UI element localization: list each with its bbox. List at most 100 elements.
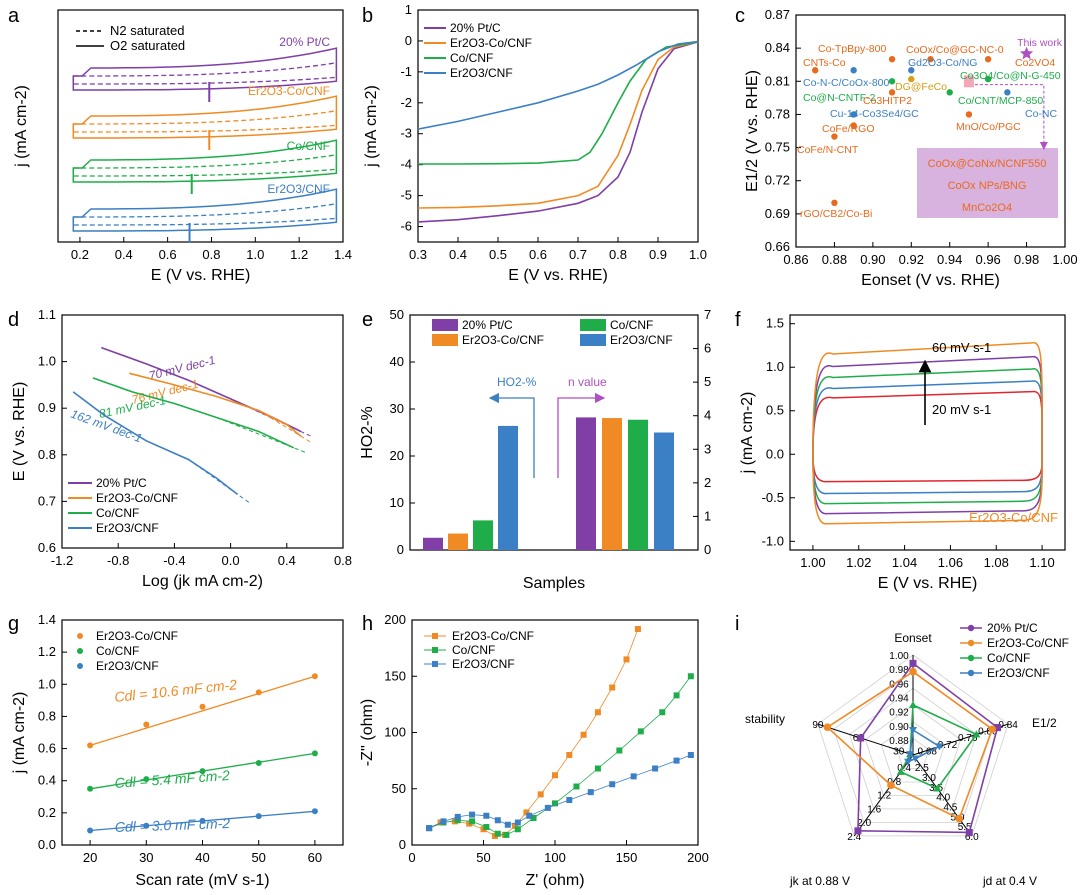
panel-d-y-tick-label: 0.6 (38, 540, 56, 555)
panel-h-y-tick-label: 0 (399, 837, 406, 852)
panel-i-axis-0-tick-0: 0.88 (889, 736, 909, 747)
panel-c-y-tick-label: 0.84 (765, 40, 790, 55)
panel-b-y-tick-label: -6 (400, 219, 412, 234)
panel-e-n-arrow (557, 392, 606, 478)
panel-f-y-tick-label: -0.5 (762, 490, 784, 505)
panel-i-marker-3-0 (909, 727, 917, 734)
panel-d-series-3 (72, 391, 239, 496)
panel-i-axis-2 (912, 754, 973, 837)
panel-h-point-0-16 (634, 626, 641, 632)
panel-e-y-tick-label: 6 (704, 341, 711, 356)
panel-i-axis-2-tick-6: 5.5 (958, 822, 972, 833)
panel-a-cv-curves: 0.2 0.4 0.6 0.8 1.0 1.2 1.4 E (V vs. RHE) j (mA … (13, 9, 352, 284)
panel-c-point-label-1: Co-TpBpy-800 (818, 43, 886, 55)
panel-i-axis-4-tick-2: 90 (812, 720, 824, 731)
panel-c-highlight-arrow (974, 84, 1048, 150)
panel-c-x-tick-label: 1.00 (1052, 252, 1077, 267)
panel-i-legend-label-0: 20% Pt/C (987, 621, 1038, 635)
panel-g-point-0-4 (311, 673, 318, 680)
panel-f-annotation-60: 60 mV s-1 (932, 340, 991, 355)
panel-e-y-tick-label: 4 (704, 408, 711, 423)
panel-e-legend-swatch-1 (432, 334, 458, 346)
panel-i-axis-label-4: stability (745, 712, 785, 726)
panel-i-marker-2-3 (896, 767, 905, 775)
panel-c-point-label-13: Co-NC (1025, 108, 1058, 120)
panel-b-x-tick-label: 1.0 (689, 247, 707, 262)
panel-c-y-tick-label: 0.81 (765, 73, 790, 88)
panel-g-point-0-2 (199, 703, 206, 710)
panel-g-y-tick-label: 1.0 (38, 676, 56, 691)
panel-g-cdl-fit: 20 30 40 50 60 0.0 0.2 0.4 0.6 0.8 1.0 1.2 1.4 Scan r… (11, 612, 344, 889)
panel-f-cv-scan-rates: 1.00 1.02 1.04 1.06 1.08 1.10 -1.0 -0.5 0.0 0.5 1.… (739, 314, 1066, 592)
panel-g-point-1-0 (87, 785, 94, 792)
panel-f-x-tick-label: 1.00 (800, 555, 825, 570)
panel-g-point-2-0 (87, 827, 94, 834)
panel-e-ho2-arrow (488, 392, 535, 478)
panel-h-legend-swatch-0 (432, 633, 438, 639)
panel-h-point-1-2 (454, 817, 461, 824)
panel-h-legend-swatch-1 (432, 647, 438, 653)
panel-i-series-3 (906, 728, 942, 764)
panel-h-point-0-8 (523, 809, 530, 816)
panel-h-y-tick-label: 150 (384, 668, 406, 683)
panel-c-y-tick-label: 0.66 (765, 239, 790, 254)
panel-i-legend-swatch-3 (967, 669, 975, 677)
panel-c-point-label-12: Cu-14-Co3Se4/GC (830, 108, 919, 120)
panel-f-cv-loop-0 (812, 390, 1043, 483)
panel-f-cv-loop-4 (812, 341, 1043, 525)
panel-h-point-0-10 (552, 772, 558, 779)
panel-c-point-8 (984, 75, 992, 83)
panel-c-point-14 (965, 111, 973, 118)
panel-c-point-label-19: CoOx NPs/BNG (948, 180, 1027, 192)
panel-h-point-2-6 (504, 821, 511, 828)
panel-a-legend-solid-label: O2 saturated (110, 38, 185, 53)
panel-i-axis-3-tick-5: 2.4 (847, 832, 861, 843)
panel-f-annotation-20: 20 mV s-1 (932, 402, 991, 417)
panel-d-series-1 (129, 372, 302, 437)
panel-b-x-tick-label: 0.9 (649, 247, 667, 262)
panel-i-legend-swatch-2 (967, 654, 975, 662)
panel-a-series-o2-3 (72, 188, 338, 232)
panel-h-point-0-7 (511, 822, 518, 829)
panel-h-point-2-3 (469, 811, 476, 818)
panel-i-legend-swatch-1 (967, 639, 975, 647)
panel-c-point-label-0: This work (1017, 37, 1063, 49)
panel-c-literature-comparison: 0.86 0.88 0.90 0.92 0.94 0.96 0.98 1.00 0.66 0.69… (744, 7, 1078, 289)
panel-i-axis-2-tick-7: 6.0 (965, 832, 979, 843)
panel-c-point-label-3: CoOx/Co@GC-NC-0 (906, 44, 1004, 56)
panel-e-ho2-annotation: HO2-% (497, 375, 537, 389)
panel-g-x-tick-label: 40 (195, 850, 209, 865)
panel-e-bar-n-3 (654, 432, 674, 550)
panel-b-x-tick-label: 0.7 (569, 247, 587, 262)
panel-a-x-tick-label: 0.8 (202, 247, 220, 262)
panel-c-y-tick-label: 0.72 (765, 173, 790, 188)
panel-i-marker-3-3 (904, 758, 913, 766)
panel-g-y-tick-label: 0.8 (38, 708, 56, 723)
panel-h-point-1-10 (573, 783, 580, 790)
panel-i-axis-label-0: Eonset (894, 631, 932, 645)
panel-h-point-1-3 (469, 818, 476, 825)
panel-h-legend-label-0: Er2O3-Co/CNF (452, 629, 534, 643)
panel-c-point-4 (984, 55, 992, 63)
panel-i-axis-1-tick-1: 0.72 (938, 740, 958, 751)
panel-i-legend-swatch-0 (967, 624, 975, 632)
panel-letter-h: h (362, 613, 373, 635)
panel-i-axis-0-tick-1: 0.90 (889, 722, 909, 733)
panel-d-y-tick-label: 0.8 (38, 447, 56, 462)
panel-i-marker-1-4 (823, 723, 832, 731)
panel-a-y-label: j (mA cm-2) (13, 85, 30, 168)
panel-h-point-0-9 (537, 791, 544, 798)
panel-d-x-tick-label: 0.0 (222, 553, 240, 568)
panel-d-y-label: E (V vs. RHE) (11, 382, 28, 482)
panel-i-legend-label-3: Er2O3/CNF (987, 666, 1050, 680)
panel-a-series-n2-3 (72, 203, 338, 226)
panel-letter-f: f (735, 309, 741, 331)
panel-i-grid-ring (896, 737, 930, 769)
panel-b-y-tick-label: -1 (400, 64, 412, 79)
panel-f-x-tick-label: 1.04 (892, 555, 917, 570)
panel-i-axis-label-2: jd at 0.4 V (982, 874, 1037, 888)
panel-h-x-tick-label: 0 (408, 850, 415, 865)
panel-h-point-1-14 (659, 709, 666, 716)
